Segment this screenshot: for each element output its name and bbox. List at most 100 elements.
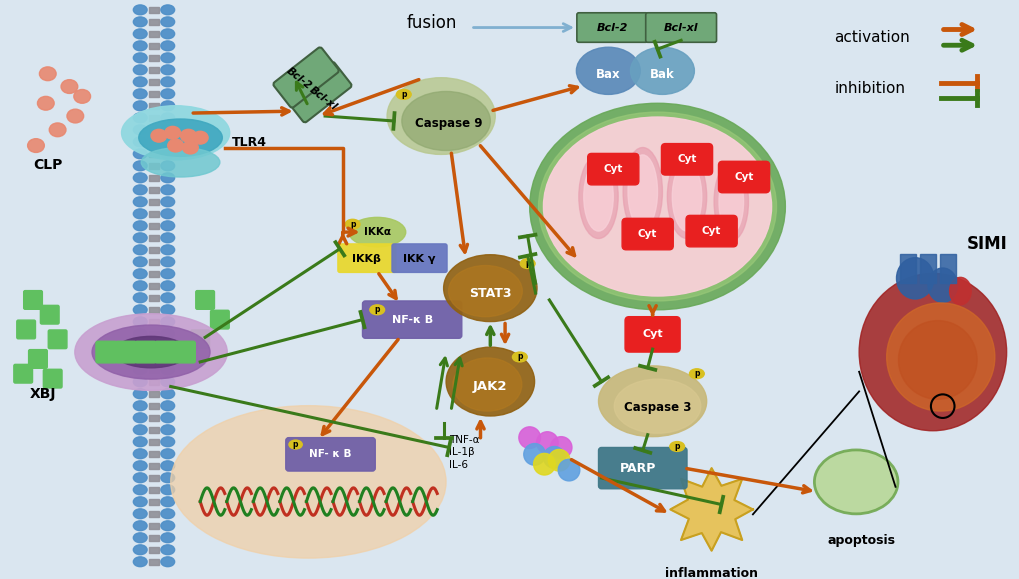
Ellipse shape (161, 305, 174, 315)
Bar (149, 187, 159, 193)
Ellipse shape (161, 437, 174, 446)
FancyBboxPatch shape (136, 341, 156, 363)
Text: Cyt: Cyt (637, 229, 656, 239)
Bar (149, 379, 159, 384)
Ellipse shape (133, 53, 147, 63)
Circle shape (543, 446, 565, 468)
Ellipse shape (598, 366, 706, 437)
Text: STAT3: STAT3 (469, 287, 512, 299)
Bar (149, 55, 159, 61)
Bar (149, 115, 159, 121)
FancyBboxPatch shape (14, 364, 33, 383)
FancyBboxPatch shape (577, 13, 647, 42)
Ellipse shape (713, 162, 748, 241)
Bar (149, 91, 159, 97)
Bar (149, 31, 159, 37)
Bar (149, 403, 159, 409)
Ellipse shape (669, 442, 684, 452)
Ellipse shape (898, 321, 976, 400)
Bar (149, 247, 159, 253)
Ellipse shape (133, 449, 147, 459)
Bar (900, 254, 915, 283)
FancyBboxPatch shape (598, 448, 687, 489)
Ellipse shape (121, 106, 229, 160)
Ellipse shape (161, 461, 174, 471)
Text: Cyt: Cyt (701, 226, 720, 236)
Ellipse shape (628, 155, 657, 229)
Ellipse shape (813, 450, 897, 514)
Ellipse shape (182, 141, 198, 154)
Bar (149, 451, 159, 457)
Ellipse shape (161, 473, 174, 483)
Ellipse shape (133, 65, 147, 75)
Circle shape (550, 437, 572, 459)
FancyBboxPatch shape (16, 320, 36, 339)
Ellipse shape (161, 125, 174, 135)
Ellipse shape (133, 17, 147, 27)
Ellipse shape (161, 401, 174, 411)
Text: NF- κ B: NF- κ B (309, 449, 351, 459)
Bar (149, 79, 159, 85)
Ellipse shape (448, 266, 522, 317)
Ellipse shape (67, 109, 84, 123)
Ellipse shape (133, 389, 147, 399)
Text: Cyt: Cyt (603, 164, 623, 174)
Ellipse shape (133, 125, 147, 135)
Bar (938, 254, 955, 283)
Bar (149, 475, 159, 481)
Ellipse shape (139, 119, 222, 156)
Circle shape (523, 444, 545, 465)
Ellipse shape (538, 112, 775, 301)
FancyBboxPatch shape (48, 330, 67, 349)
Text: IKK γ: IKK γ (403, 254, 435, 263)
Ellipse shape (370, 305, 384, 315)
Text: XBJ: XBJ (30, 387, 56, 401)
Ellipse shape (512, 352, 527, 362)
Ellipse shape (133, 473, 147, 483)
Ellipse shape (886, 303, 994, 411)
Ellipse shape (161, 389, 174, 399)
Ellipse shape (133, 257, 147, 267)
Circle shape (536, 432, 557, 453)
Text: fusion: fusion (406, 13, 457, 31)
Ellipse shape (161, 41, 174, 51)
Bar (149, 547, 159, 553)
Bar (149, 223, 159, 229)
Ellipse shape (73, 90, 91, 103)
FancyBboxPatch shape (645, 13, 715, 42)
Bar (149, 559, 159, 565)
Ellipse shape (161, 485, 174, 494)
Ellipse shape (161, 53, 174, 63)
Text: Cyt: Cyt (677, 155, 696, 164)
Ellipse shape (689, 369, 703, 379)
Ellipse shape (133, 401, 147, 411)
FancyBboxPatch shape (285, 438, 375, 471)
Ellipse shape (133, 461, 147, 471)
Ellipse shape (133, 149, 147, 159)
Ellipse shape (288, 440, 302, 449)
Bar (149, 235, 159, 241)
Text: Cyt: Cyt (642, 329, 662, 339)
Circle shape (557, 459, 579, 481)
Ellipse shape (161, 29, 174, 39)
Text: IL-6: IL-6 (448, 460, 468, 470)
Ellipse shape (520, 259, 535, 269)
Ellipse shape (141, 148, 220, 177)
Ellipse shape (161, 209, 174, 219)
Ellipse shape (133, 341, 147, 351)
Ellipse shape (133, 425, 147, 435)
Ellipse shape (161, 557, 174, 567)
Bar (149, 343, 159, 349)
Text: p: p (400, 90, 407, 99)
Ellipse shape (161, 77, 174, 87)
FancyBboxPatch shape (686, 215, 737, 247)
Ellipse shape (133, 233, 147, 243)
FancyBboxPatch shape (196, 291, 214, 309)
Ellipse shape (161, 89, 174, 99)
Ellipse shape (543, 117, 770, 296)
Text: p: p (292, 440, 299, 449)
Ellipse shape (630, 47, 694, 94)
FancyBboxPatch shape (337, 244, 395, 272)
Ellipse shape (74, 314, 227, 390)
Bar (149, 139, 159, 145)
